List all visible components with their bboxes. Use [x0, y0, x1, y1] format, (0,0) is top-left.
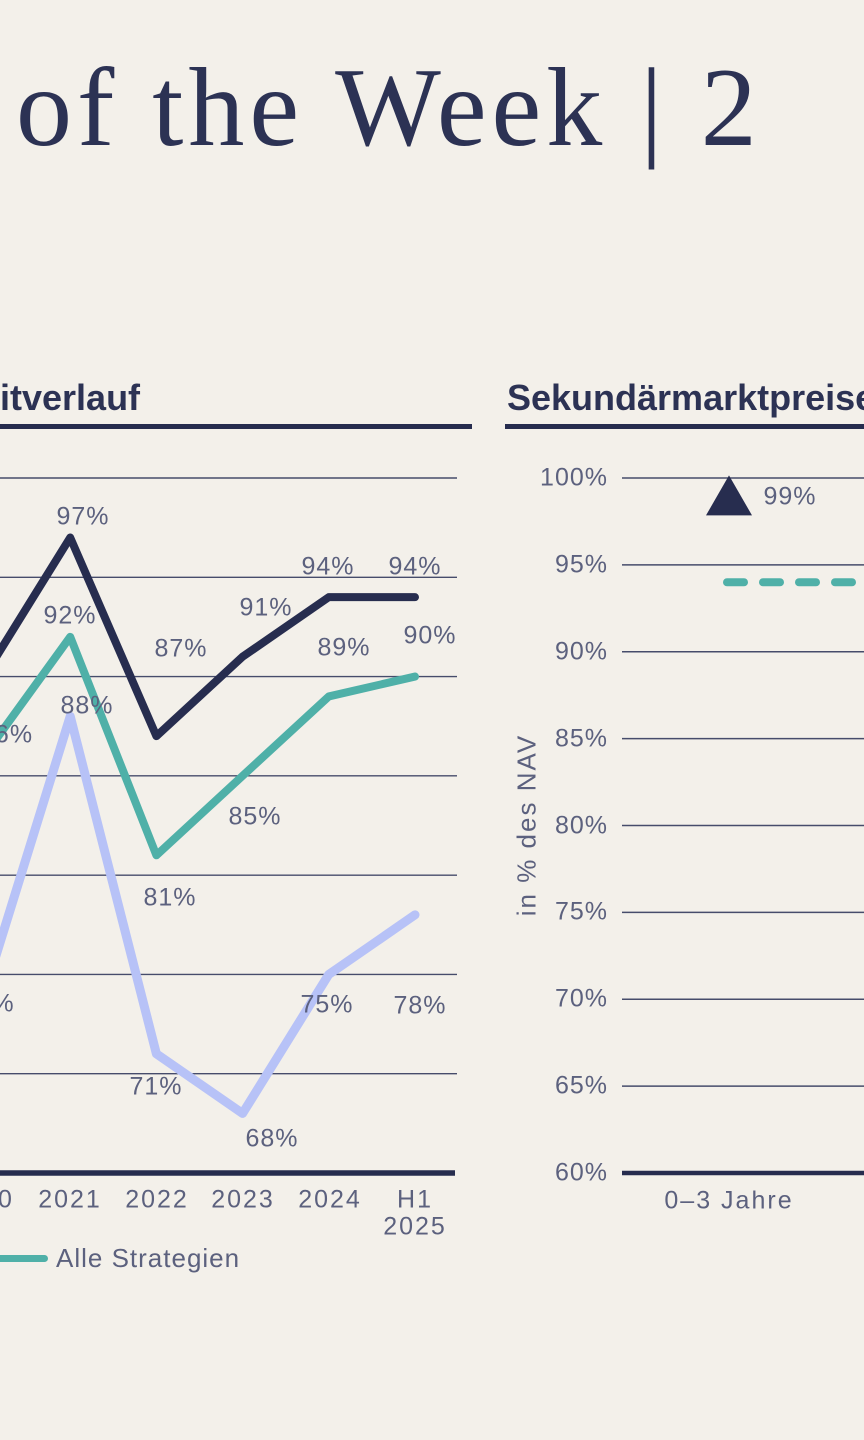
left-series-line-navy [0, 533, 419, 741]
y-tick-label: 70% [554, 984, 608, 1013]
y-tick-label: 65% [554, 1071, 608, 1100]
y-tick-label: 95% [554, 550, 608, 579]
value-label: % [0, 990, 15, 1019]
x-tick-label: 2022 [125, 1185, 189, 1214]
value-label: 90% [403, 621, 457, 650]
x-tick-label: 2025 [383, 1212, 447, 1241]
y-tick-label: 100% [540, 463, 608, 492]
value-label: 97% [56, 502, 110, 531]
left-series-line-lavender [0, 711, 420, 1118]
legend-swatch-alle-strategien [0, 1255, 48, 1262]
value-label: 91% [239, 593, 293, 622]
y-tick-label: 60% [554, 1158, 608, 1187]
value-label: 88% [60, 691, 114, 720]
x-tick-label: 0 [0, 1185, 14, 1214]
y-tick-label: 85% [554, 724, 608, 753]
value-label: 81% [143, 883, 197, 912]
value-label: 92% [43, 601, 97, 630]
value-label: 78% [393, 991, 447, 1020]
triangle-value-label: 99% [763, 482, 817, 511]
right-y-axis-title: in % des NAV [511, 733, 542, 917]
value-label: 75% [300, 990, 354, 1019]
left-title-rule [0, 424, 472, 429]
x-tick-label: 2024 [298, 1185, 362, 1214]
value-label: 94% [388, 552, 442, 581]
y-tick-label: 80% [554, 811, 608, 839]
value-label: 6% [0, 720, 34, 749]
value-label: 85% [228, 802, 282, 831]
left-series-line-teal [0, 632, 419, 860]
y-tick-label: 75% [554, 897, 608, 926]
x-tick-label: 2023 [211, 1185, 275, 1214]
value-label: 71% [129, 1072, 183, 1101]
x-tick-label: 2021 [38, 1185, 102, 1214]
legend-label: Alle Strategien [56, 1243, 241, 1273]
right-title-rule [505, 424, 864, 429]
y-tick-label: 90% [554, 637, 608, 666]
value-label: 87% [154, 634, 208, 663]
page-title: of the Week | 2 [16, 46, 762, 170]
left-chart-title: itverlauf [0, 377, 141, 418]
value-label: 68% [245, 1124, 299, 1153]
legend: Alle Strategien [0, 1243, 240, 1274]
x-category-label: 0–3 Jahre [664, 1186, 794, 1215]
x-tick-label: H1 [397, 1185, 433, 1214]
value-label: 89% [317, 633, 371, 662]
right-chart-title: Sekundärmarktpreise [507, 377, 864, 418]
triangle-marker [706, 475, 752, 516]
value-label: 94% [301, 552, 355, 581]
